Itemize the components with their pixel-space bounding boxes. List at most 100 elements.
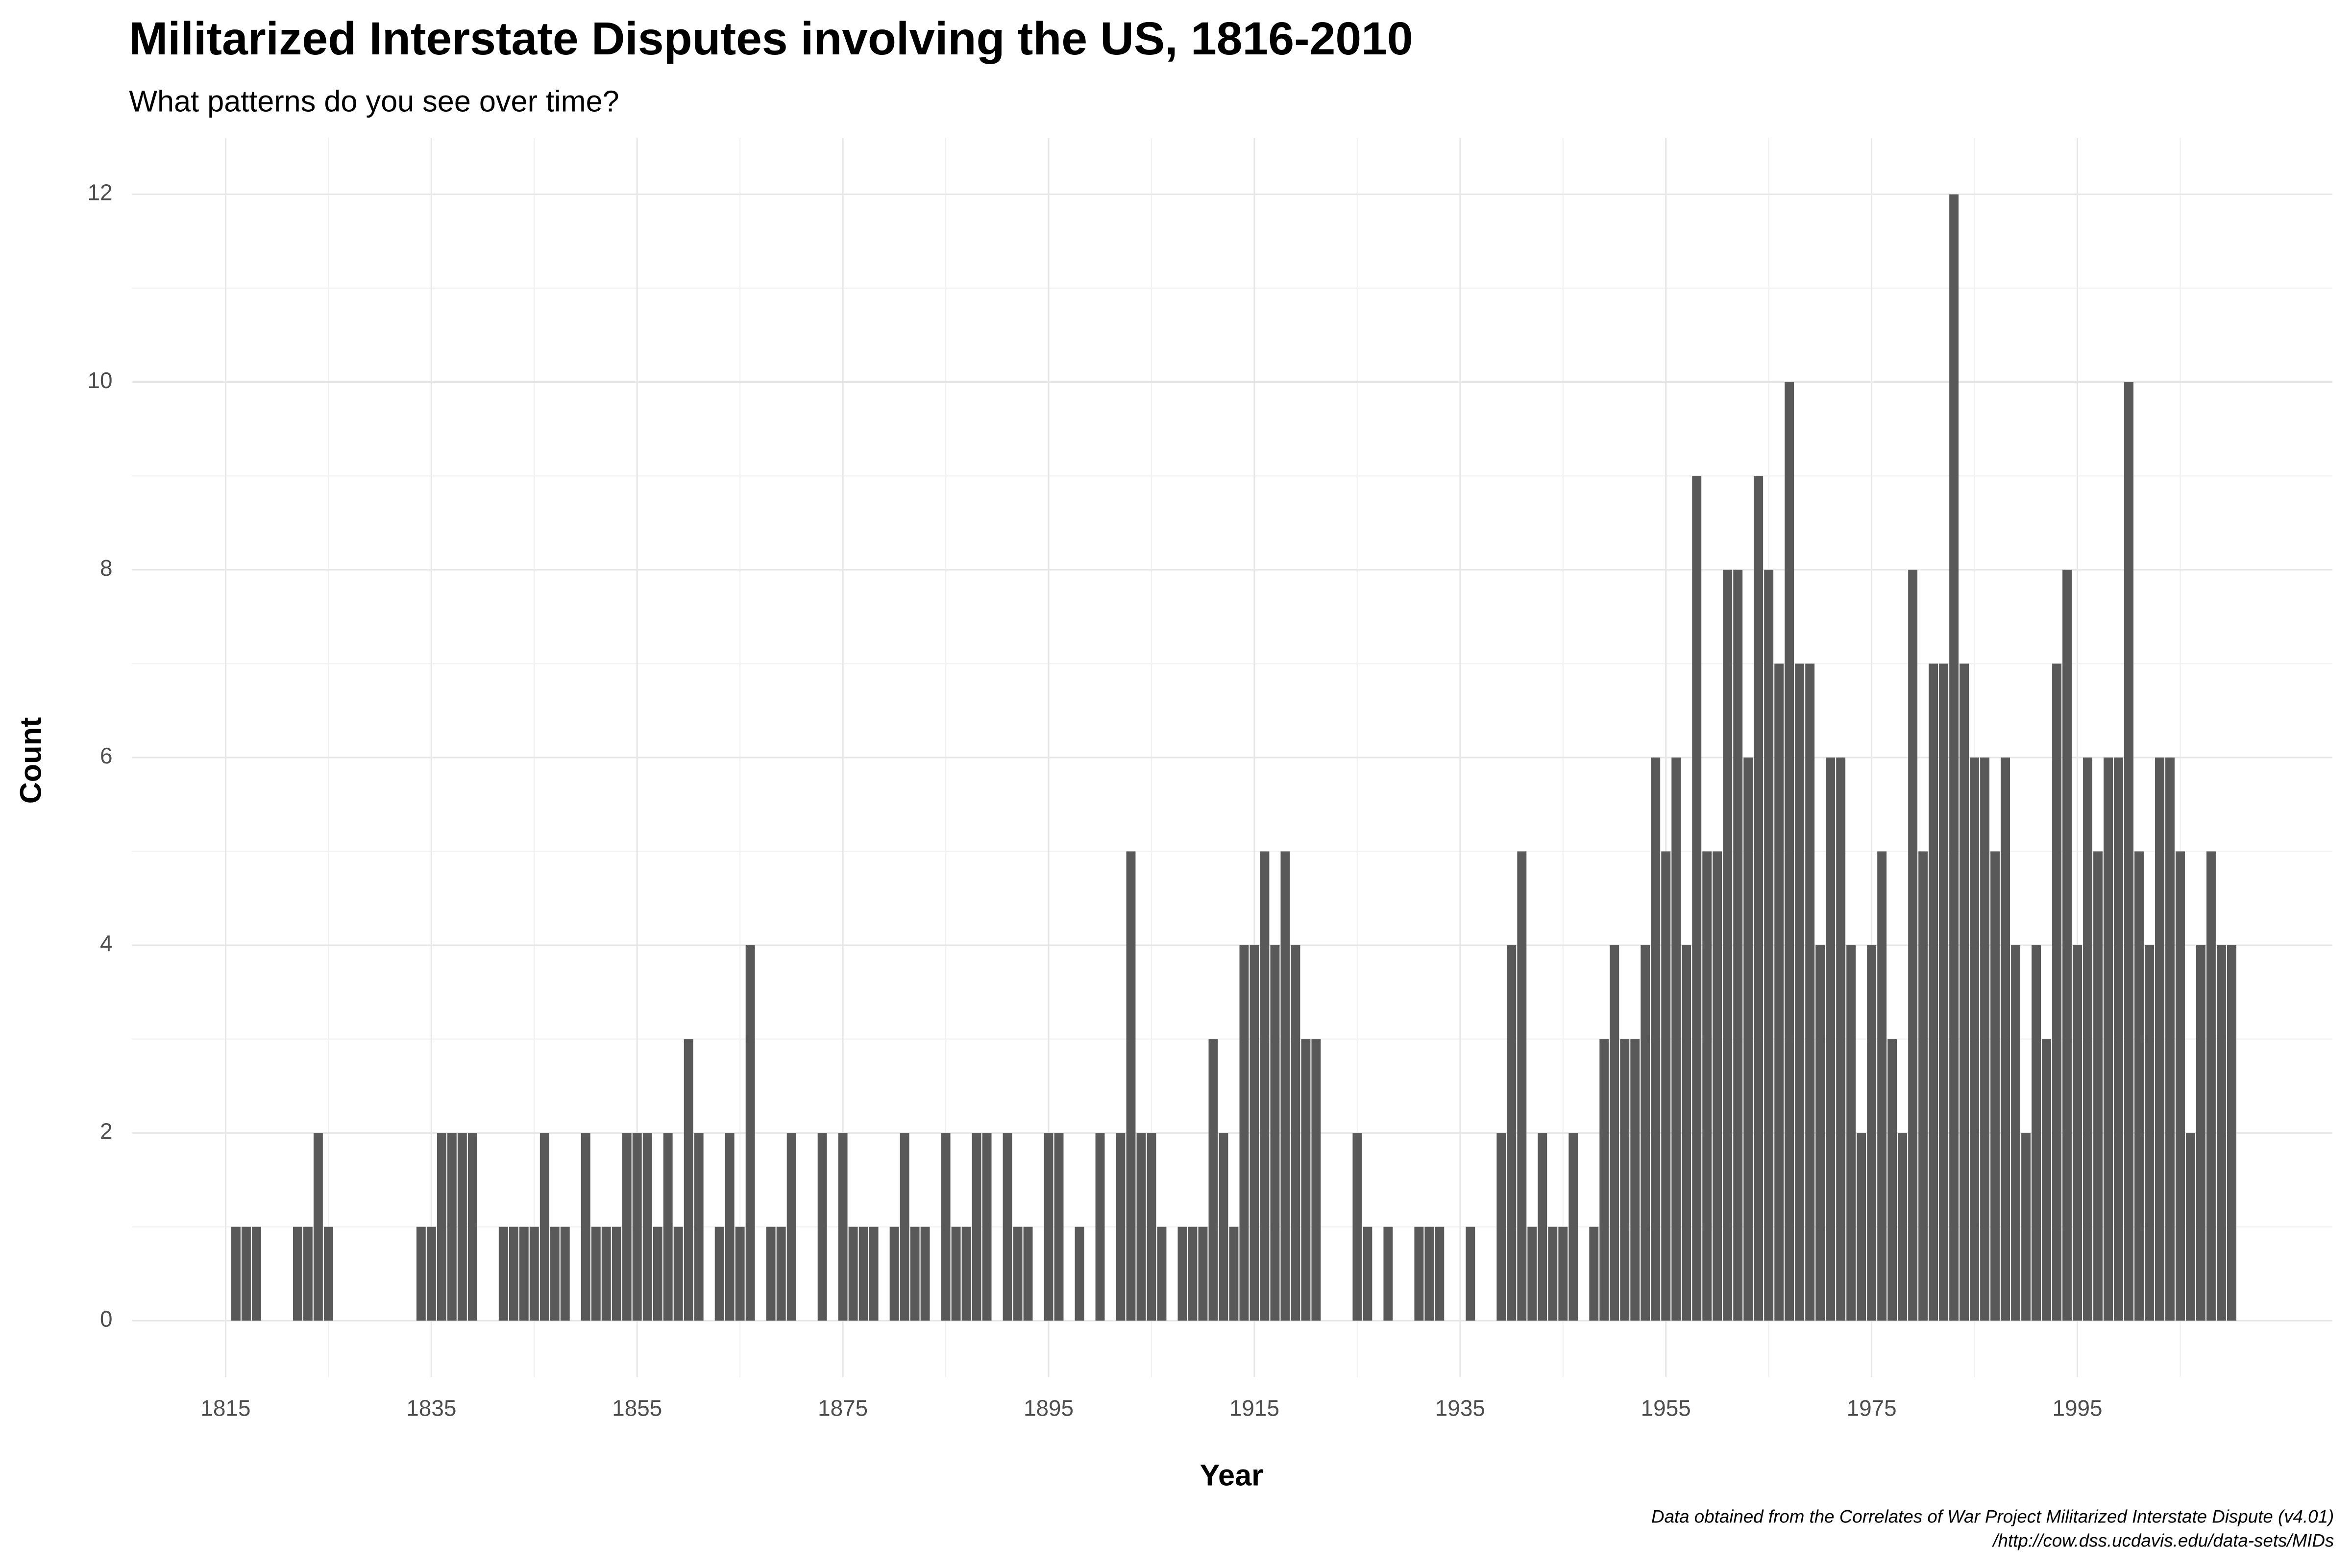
bar xyxy=(1548,1226,1558,1321)
bar xyxy=(498,1226,508,1321)
bar xyxy=(1023,1226,1033,1321)
bar xyxy=(1960,663,1969,1321)
x-tick-label: 1875 xyxy=(818,1396,868,1421)
bar xyxy=(1743,757,1753,1321)
bar xyxy=(1939,663,1949,1321)
caption: /http://cow.dss.ucdavis.edu/data-sets/MI… xyxy=(1991,1531,2334,1551)
bar xyxy=(1280,851,1290,1321)
bar xyxy=(1075,1226,1084,1321)
bar xyxy=(1671,757,1681,1321)
bar xyxy=(2217,945,2226,1321)
bar xyxy=(1805,663,1815,1321)
bar xyxy=(766,1226,776,1321)
bar xyxy=(1466,1226,1475,1321)
bar xyxy=(1887,1039,1897,1321)
bar xyxy=(2042,1039,2051,1321)
x-tick-label: 1855 xyxy=(612,1396,662,1421)
bar xyxy=(632,1133,642,1321)
bar xyxy=(1219,1133,1228,1321)
bar xyxy=(2001,757,2010,1321)
bar xyxy=(1260,851,1270,1321)
bar xyxy=(1003,1133,1012,1321)
bar xyxy=(972,1133,981,1321)
bar xyxy=(2124,382,2133,1321)
bar xyxy=(2176,851,2185,1321)
bar xyxy=(591,1226,601,1321)
bar xyxy=(1208,1039,1218,1321)
bar xyxy=(673,1226,683,1321)
bar xyxy=(2227,945,2236,1321)
x-tick-label: 1915 xyxy=(1229,1396,1279,1421)
bar xyxy=(1846,945,1856,1321)
bar xyxy=(293,1226,302,1321)
bar xyxy=(735,1226,745,1321)
bar xyxy=(416,1226,426,1321)
bar xyxy=(2186,1133,2195,1321)
x-tick-label: 1995 xyxy=(2052,1396,2102,1421)
bar xyxy=(1877,851,1887,1321)
bar xyxy=(1898,1133,1908,1321)
bar xyxy=(1599,1039,1609,1321)
bar xyxy=(1435,1226,1445,1321)
bar xyxy=(653,1226,662,1321)
bar xyxy=(426,1226,436,1321)
caption: Data obtained from the Correlates of War… xyxy=(1651,1507,2334,1527)
bar xyxy=(725,1133,735,1321)
bar xyxy=(1311,1039,1321,1321)
bar xyxy=(323,1226,333,1321)
bar xyxy=(1929,663,1938,1321)
y-tick-label: 0 xyxy=(100,1306,113,1331)
bar xyxy=(1702,851,1712,1321)
bars xyxy=(231,194,2236,1321)
bar xyxy=(1095,1133,1105,1321)
bar xyxy=(920,1226,930,1321)
bar xyxy=(1620,1039,1630,1321)
x-tick-label: 1935 xyxy=(1435,1396,1485,1421)
bar xyxy=(1147,1133,1156,1321)
y-tick-label: 8 xyxy=(100,555,113,581)
bar xyxy=(447,1133,457,1321)
x-tick-label: 1955 xyxy=(1641,1396,1691,1421)
bar xyxy=(1496,1133,1506,1321)
bar xyxy=(1301,1039,1311,1321)
bar xyxy=(1568,1133,1578,1321)
chart-title: Militarized Interstate Disputes involvin… xyxy=(129,13,1413,65)
bar xyxy=(581,1133,590,1321)
bar xyxy=(1013,1226,1023,1321)
bar xyxy=(1126,851,1136,1321)
bar xyxy=(529,1226,539,1321)
bar xyxy=(1239,945,1249,1321)
bar xyxy=(714,1226,724,1321)
bar xyxy=(786,1133,796,1321)
bar xyxy=(509,1226,518,1321)
bar xyxy=(2011,945,2021,1321)
bar xyxy=(1713,851,1722,1321)
bar xyxy=(241,1226,251,1321)
bar xyxy=(437,1133,446,1321)
bar xyxy=(1815,945,1825,1321)
x-tick-label: 1895 xyxy=(1024,1396,1074,1421)
bar xyxy=(1651,757,1661,1321)
bar xyxy=(1682,945,1691,1321)
bar xyxy=(1250,945,1259,1321)
bar xyxy=(1527,1226,1537,1321)
bar xyxy=(2114,757,2123,1321)
bar xyxy=(1764,569,1774,1321)
bar xyxy=(2145,945,2154,1321)
bar xyxy=(1754,476,1764,1321)
bar xyxy=(1270,945,1280,1321)
bar xyxy=(457,1133,467,1321)
bar xyxy=(1589,1226,1599,1321)
bar xyxy=(817,1133,827,1321)
bar xyxy=(1517,851,1527,1321)
bar xyxy=(1044,1133,1054,1321)
bar xyxy=(900,1133,909,1321)
bar xyxy=(1558,1226,1568,1321)
bar xyxy=(1136,1133,1146,1321)
bar xyxy=(2062,569,2072,1321)
bar xyxy=(941,1133,951,1321)
y-tick-label: 6 xyxy=(100,743,113,768)
bar xyxy=(2104,757,2113,1321)
bar xyxy=(848,1226,858,1321)
